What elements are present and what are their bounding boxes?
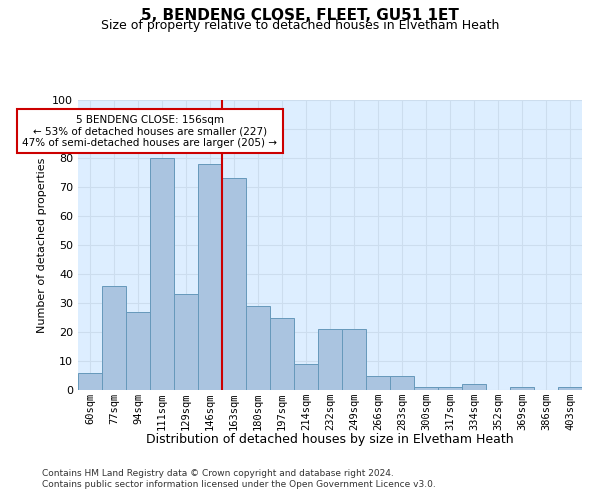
Bar xyxy=(294,364,318,390)
Bar xyxy=(270,318,294,390)
Bar xyxy=(510,387,534,390)
Text: Contains HM Land Registry data © Crown copyright and database right 2024.: Contains HM Land Registry data © Crown c… xyxy=(42,468,394,477)
Bar xyxy=(462,384,486,390)
Text: Distribution of detached houses by size in Elvetham Heath: Distribution of detached houses by size … xyxy=(146,432,514,446)
Bar xyxy=(558,387,582,390)
Bar xyxy=(222,178,246,390)
Text: Size of property relative to detached houses in Elvetham Heath: Size of property relative to detached ho… xyxy=(101,18,499,32)
Bar xyxy=(366,376,390,390)
Text: Contains public sector information licensed under the Open Government Licence v3: Contains public sector information licen… xyxy=(42,480,436,489)
Bar xyxy=(342,329,366,390)
Bar xyxy=(318,329,342,390)
Bar xyxy=(78,372,102,390)
Text: 5, BENDENG CLOSE, FLEET, GU51 1ET: 5, BENDENG CLOSE, FLEET, GU51 1ET xyxy=(141,8,459,22)
Bar xyxy=(150,158,174,390)
Bar xyxy=(414,387,438,390)
Bar xyxy=(198,164,222,390)
Bar xyxy=(126,312,150,390)
Y-axis label: Number of detached properties: Number of detached properties xyxy=(37,158,47,332)
Bar xyxy=(438,387,462,390)
Bar xyxy=(246,306,270,390)
Bar xyxy=(174,294,198,390)
Text: 5 BENDENG CLOSE: 156sqm
← 53% of detached houses are smaller (227)
47% of semi-d: 5 BENDENG CLOSE: 156sqm ← 53% of detache… xyxy=(23,114,277,148)
Bar xyxy=(390,376,414,390)
Bar xyxy=(102,286,126,390)
